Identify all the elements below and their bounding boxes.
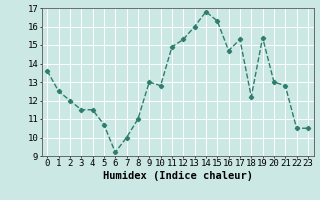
X-axis label: Humidex (Indice chaleur): Humidex (Indice chaleur) xyxy=(103,171,252,181)
